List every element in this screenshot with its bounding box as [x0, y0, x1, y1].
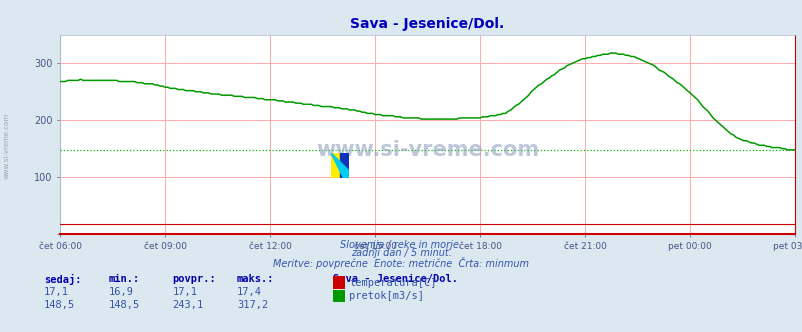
Text: 243,1: 243,1 [172, 300, 204, 310]
Title: Sava - Jesenice/Dol.: Sava - Jesenice/Dol. [350, 17, 504, 31]
Bar [330, 153, 339, 178]
Text: Meritve: povprečne  Enote: metrične  Črta: minmum: Meritve: povprečne Enote: metrične Črta:… [273, 257, 529, 269]
Text: 16,9: 16,9 [108, 287, 133, 297]
Text: Slovenija / reke in morje.: Slovenija / reke in morje. [340, 240, 462, 250]
Text: temperatura[C]: temperatura[C] [349, 278, 436, 288]
Text: 17,1: 17,1 [172, 287, 197, 297]
Text: www.si-vreme.com: www.si-vreme.com [3, 113, 10, 179]
Bar [339, 153, 348, 178]
Text: zadnji dan / 5 minut.: zadnji dan / 5 minut. [350, 248, 452, 258]
Text: povpr.:: povpr.: [172, 274, 216, 284]
Text: pretok[m3/s]: pretok[m3/s] [349, 291, 423, 301]
Text: sedaj:: sedaj: [44, 274, 82, 285]
Text: 148,5: 148,5 [44, 300, 75, 310]
Text: 317,2: 317,2 [237, 300, 268, 310]
Text: Sava - Jesenice/Dol.: Sava - Jesenice/Dol. [333, 274, 458, 284]
Text: www.si-vreme.com: www.si-vreme.com [316, 140, 538, 160]
Text: 17,1: 17,1 [44, 287, 69, 297]
Text: maks.:: maks.: [237, 274, 274, 284]
Text: min.:: min.: [108, 274, 140, 284]
Polygon shape [330, 153, 348, 178]
Text: 148,5: 148,5 [108, 300, 140, 310]
Text: 17,4: 17,4 [237, 287, 261, 297]
